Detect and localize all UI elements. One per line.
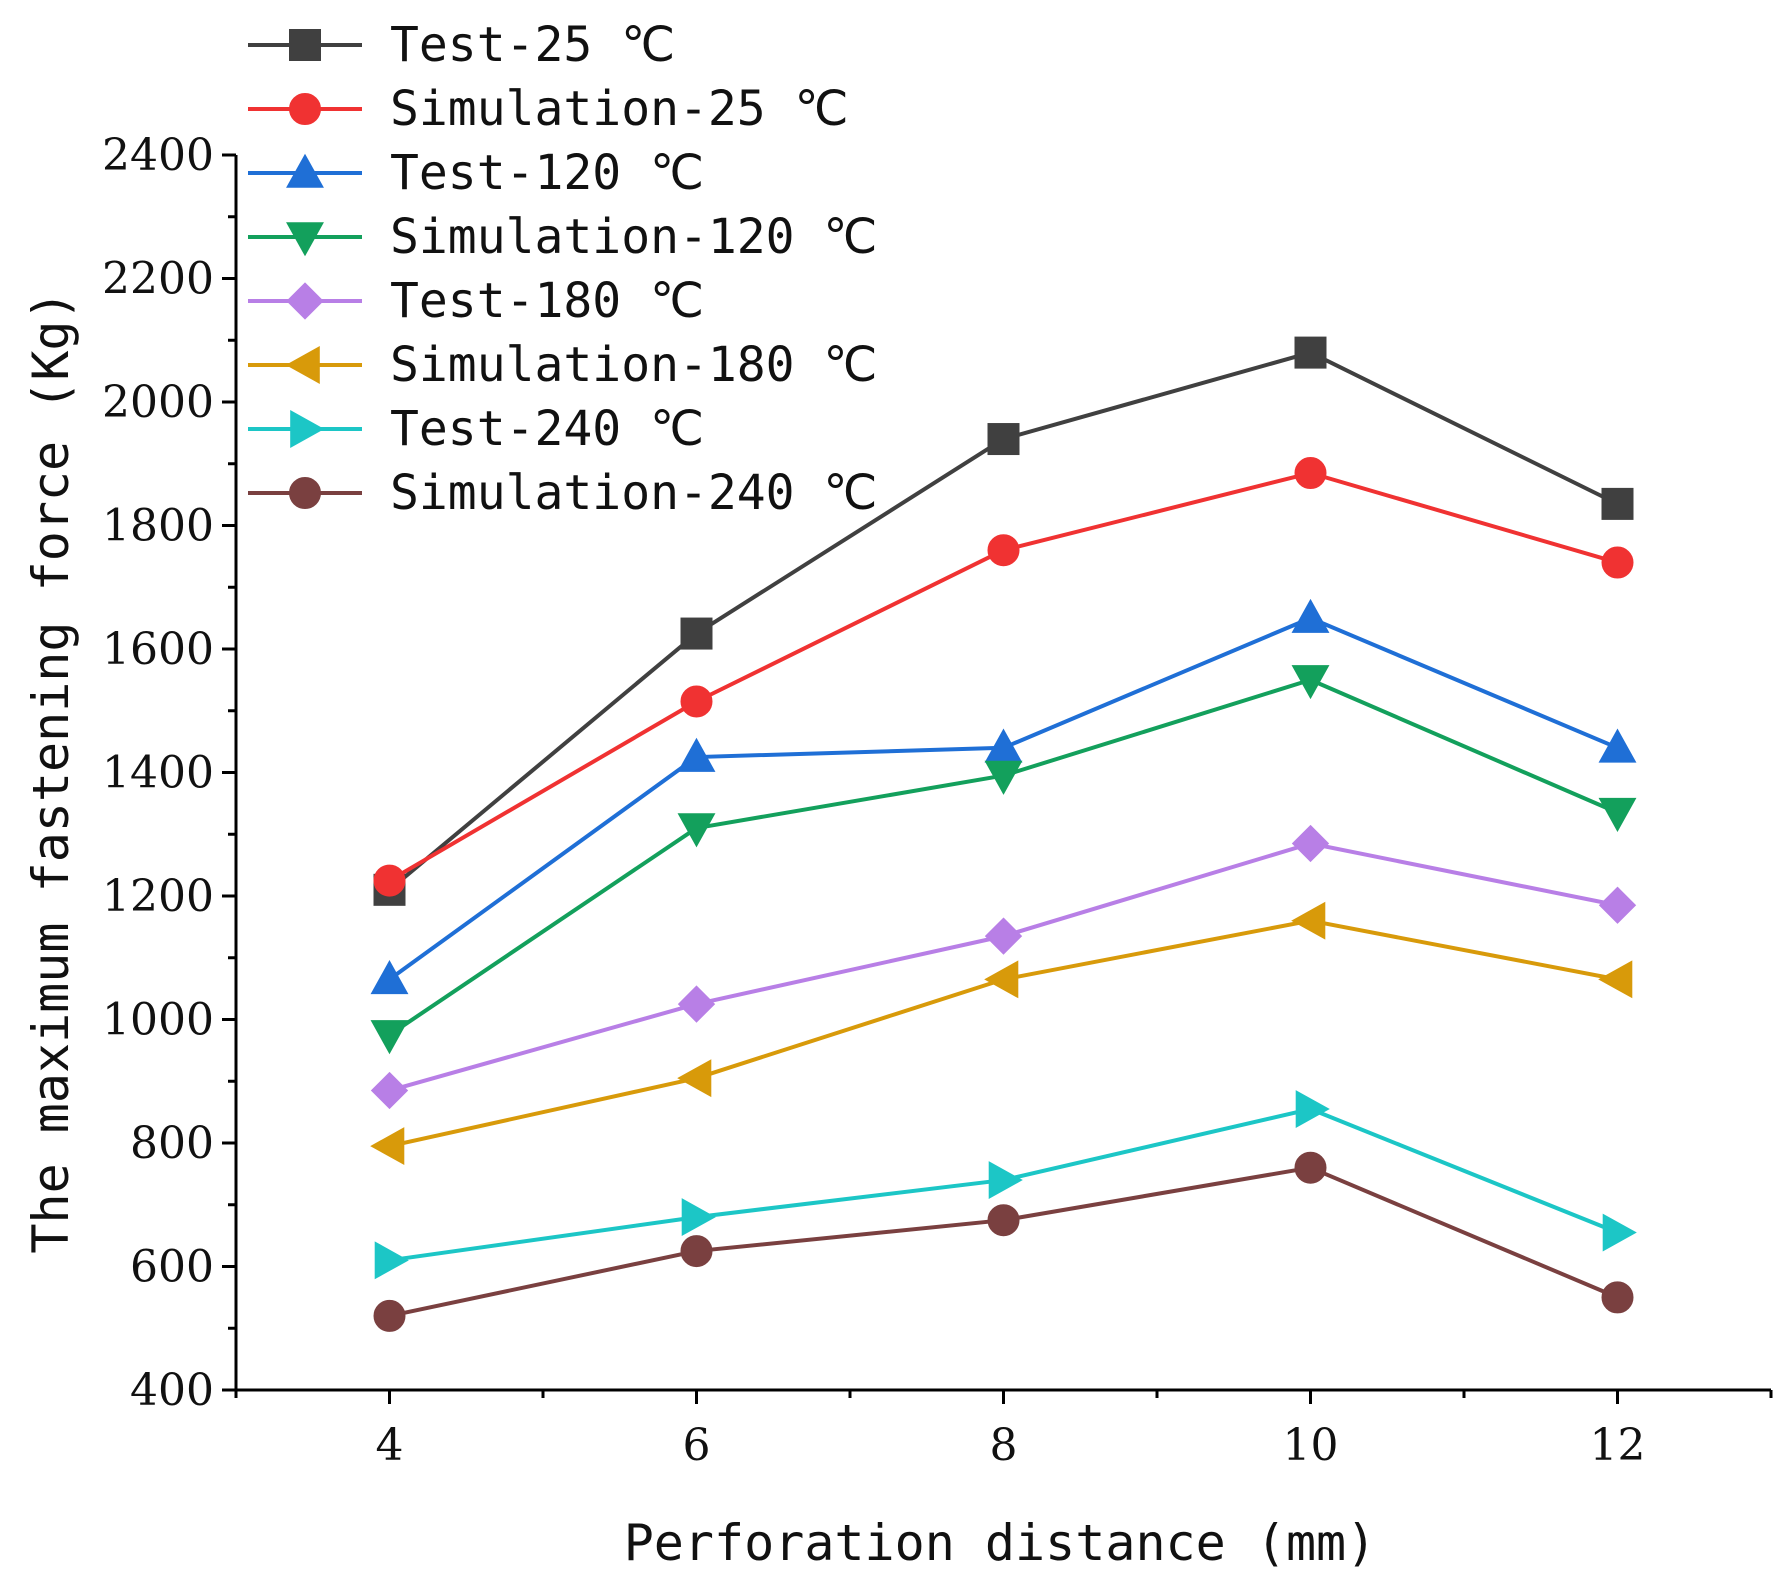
data-point: [370, 1127, 405, 1166]
axes: [234, 155, 1771, 1392]
data-point: [984, 728, 1023, 763]
y-tick-label: 1800: [102, 501, 214, 552]
series-line: [388, 841, 1618, 1093]
data-point: [1291, 824, 1330, 863]
data-point: [680, 685, 713, 718]
legend-marker: [286, 153, 324, 188]
x-tick-label: 4: [376, 1420, 404, 1471]
data-point: [1598, 886, 1637, 924]
y-tick-label: 2200: [102, 254, 214, 305]
data-point: [373, 1299, 406, 1332]
data-point: [1294, 1151, 1327, 1184]
x-axis-title: Perforation distance (mm): [624, 1514, 1377, 1572]
data-point: [677, 737, 716, 772]
data-point: [681, 1198, 716, 1237]
legend-label: Simulation-240 ℃: [390, 465, 877, 521]
series-2: [373, 457, 1634, 897]
data-point: [1291, 665, 1330, 700]
data-point: [1601, 546, 1634, 579]
legend-marker: [286, 222, 324, 257]
series-4: [370, 665, 1637, 1055]
data-point: [370, 1020, 409, 1055]
series-3: [370, 598, 1637, 995]
data-point: [1598, 728, 1637, 763]
series-7: [374, 1090, 1637, 1280]
data-point: [1295, 1090, 1330, 1128]
series-8: [373, 1151, 1634, 1332]
data-point: [984, 960, 1019, 999]
legend-item: Test-120 ℃: [248, 145, 704, 201]
data-point: [1598, 797, 1637, 832]
data-point: [1291, 901, 1326, 940]
data-point: [1294, 457, 1327, 490]
legend-item: Test-180 ℃: [248, 273, 704, 329]
x-tick-label: 10: [1283, 1420, 1339, 1471]
x-tick-label: 6: [683, 1420, 711, 1471]
data-point: [1602, 1213, 1637, 1252]
legend-marker: [286, 282, 324, 320]
data-point: [987, 423, 1020, 456]
y-tick-label: 1600: [102, 624, 214, 675]
x-tick-label: 8: [990, 1420, 1018, 1471]
data-point: [988, 1161, 1023, 1199]
data-point: [370, 1071, 409, 1110]
y-axis-title: The maximum fastening force (Kg): [22, 290, 80, 1253]
data-point: [987, 1204, 1020, 1237]
y-tick-label: 1400: [102, 748, 214, 799]
series-5: [370, 824, 1637, 1110]
data-point: [680, 617, 713, 650]
data-point: [677, 1059, 712, 1098]
legend-label: Test-180 ℃: [390, 273, 704, 329]
tick-labels: 400 600 800 1000 1200 1400 1600 1800 2000 2200 240…: [102, 130, 1645, 1471]
legend-item: Simulation-180 ℃: [248, 337, 877, 393]
legend-label: Test-240 ℃: [390, 401, 704, 457]
data-point: [1291, 598, 1330, 633]
legend-label: Simulation-180 ℃: [390, 337, 877, 393]
legend-label: Test-120 ℃: [390, 145, 704, 201]
series-line: [388, 471, 1619, 883]
legend-label: Simulation-120 ℃: [390, 209, 877, 265]
x-tick-label: 12: [1590, 1420, 1646, 1471]
y-tick-label: 800: [130, 1118, 214, 1169]
data-point: [984, 917, 1023, 955]
data-point: [984, 760, 1023, 795]
data-point: [1601, 487, 1634, 520]
series-layer: [370, 336, 1637, 1332]
legend-label: Test-25 ℃: [390, 17, 675, 73]
y-tick-label: 1200: [102, 871, 214, 922]
data-point: [374, 1241, 409, 1280]
legend-item: Test-25 ℃: [248, 17, 675, 73]
y-tick-label: 600: [130, 1242, 214, 1293]
legend-marker: [289, 29, 321, 61]
data-point: [680, 1235, 713, 1268]
data-point: [677, 813, 716, 848]
data-point: [373, 864, 406, 897]
legend-item: Simulation-240 ℃: [248, 465, 877, 521]
data-point: [1294, 336, 1327, 369]
data-point: [987, 534, 1020, 567]
y-tick-label: 2000: [102, 377, 214, 428]
data-point: [1601, 1281, 1634, 1314]
legend-marker: [285, 346, 320, 384]
legend-label: Simulation-25 ℃: [390, 81, 848, 137]
y-tick-label: 1000: [102, 995, 214, 1046]
y-tick-label: 400: [130, 1365, 214, 1416]
data-point: [677, 985, 716, 1023]
series-6: [370, 901, 1633, 1166]
legend: Test-25 ℃ Simulation-25 ℃ Test-120 ℃ Simula…: [248, 17, 877, 521]
legend-marker: [290, 410, 325, 448]
legend-marker: [289, 477, 321, 509]
legend-item: Simulation-25 ℃: [248, 81, 848, 137]
legend-item: Simulation-120 ℃: [248, 209, 877, 265]
data-point: [370, 960, 409, 995]
legend-item: Test-240 ℃: [248, 401, 704, 457]
data-point: [1598, 960, 1633, 999]
y-tick-label: 2400: [102, 130, 214, 181]
legend-marker: [289, 93, 321, 125]
